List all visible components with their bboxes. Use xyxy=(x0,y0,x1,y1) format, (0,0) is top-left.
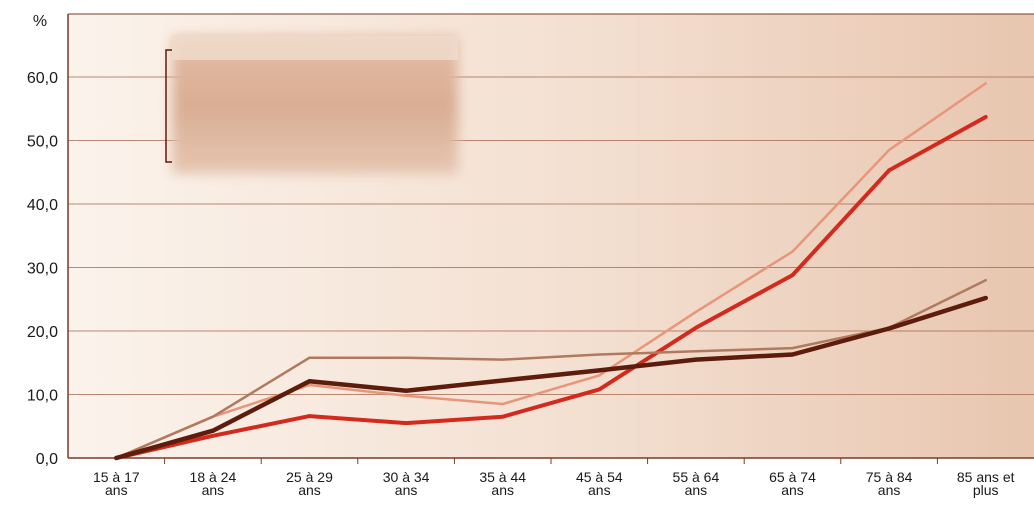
x-tick-label: 25 à 29 ans xyxy=(286,469,333,498)
x-tick-labels: 15 à 17 ans 18 à 24 ans 25 à 29 ans 30 à 34 ans… xyxy=(93,458,1015,498)
series-4-point xyxy=(114,455,119,461)
y-tick-label: 0,0 xyxy=(36,451,58,468)
y-unit-label: % xyxy=(33,13,47,30)
series-4-point xyxy=(404,388,409,393)
series-3-point xyxy=(211,415,215,418)
y-tick-label: 20,0 xyxy=(27,324,58,341)
series-2-point xyxy=(694,326,698,330)
series-line-1 xyxy=(115,82,987,460)
x-tick-label: 30 à 34 ans xyxy=(383,469,430,498)
series-1-point xyxy=(501,402,504,406)
series-2-point xyxy=(404,421,408,425)
legend xyxy=(165,36,458,174)
series-2-point xyxy=(983,115,988,119)
series-line-2 xyxy=(114,115,988,460)
series-3-point xyxy=(694,350,698,353)
series-2-point xyxy=(887,168,891,173)
series-3-point xyxy=(501,358,504,361)
x-tick-label: 18 à 24 ans xyxy=(190,469,237,498)
y-tick-labels: 0,0 10,0 20,0 30,0 40,0 50,0 60,0 xyxy=(27,70,58,468)
x-tick-label: 35 à 44 ans xyxy=(479,469,526,498)
series-2-point xyxy=(211,433,215,438)
series-4-point xyxy=(693,357,698,362)
series-2-point xyxy=(597,387,602,392)
series-1-point xyxy=(791,250,794,253)
series-1-point xyxy=(984,82,987,85)
series-2-point xyxy=(307,414,312,418)
series-4-point xyxy=(500,378,505,383)
series-1-point xyxy=(404,394,408,397)
series-2-point xyxy=(500,414,505,419)
series-4-point xyxy=(887,326,892,331)
x-tick-label: 65 à 74 ans xyxy=(769,469,816,498)
x-tick-label: 85 ans et plus xyxy=(957,469,1015,498)
series-4-point xyxy=(210,428,215,433)
series-3-point xyxy=(308,356,311,359)
x-tick-label: 55 à 64 ans xyxy=(673,469,720,498)
y-tick-label: 30,0 xyxy=(27,261,58,278)
series-3-point xyxy=(598,353,601,356)
series-3-point xyxy=(984,279,987,282)
series-4-point xyxy=(983,295,988,301)
y-tick-label: 50,0 xyxy=(27,134,58,151)
series-3-point xyxy=(791,347,794,350)
series-4-point xyxy=(597,368,602,373)
series-4-point xyxy=(307,379,312,384)
series-2-point xyxy=(790,273,795,277)
x-tick-label: 45 à 54 ans xyxy=(576,469,623,498)
gridlines xyxy=(68,76,1034,395)
series-layer xyxy=(114,82,988,461)
y-tick-label: 60,0 xyxy=(27,70,58,87)
legend-header xyxy=(172,36,458,60)
series-4-point xyxy=(790,352,795,357)
y-tick-label: 10,0 xyxy=(27,388,58,405)
y-tick-label: 40,0 xyxy=(27,197,58,214)
series-1-point xyxy=(308,383,311,387)
series-line-4 xyxy=(114,295,988,461)
series-3-point xyxy=(404,356,408,359)
x-tick-label: 75 à 84 ans xyxy=(866,469,913,498)
series-1-point xyxy=(887,148,891,152)
x-tick-label: 15 à 17 ans xyxy=(93,469,140,498)
series-line-3 xyxy=(115,278,987,460)
legend-bracket xyxy=(165,49,172,163)
series-1-point xyxy=(694,310,698,314)
series-1-point xyxy=(598,374,601,377)
